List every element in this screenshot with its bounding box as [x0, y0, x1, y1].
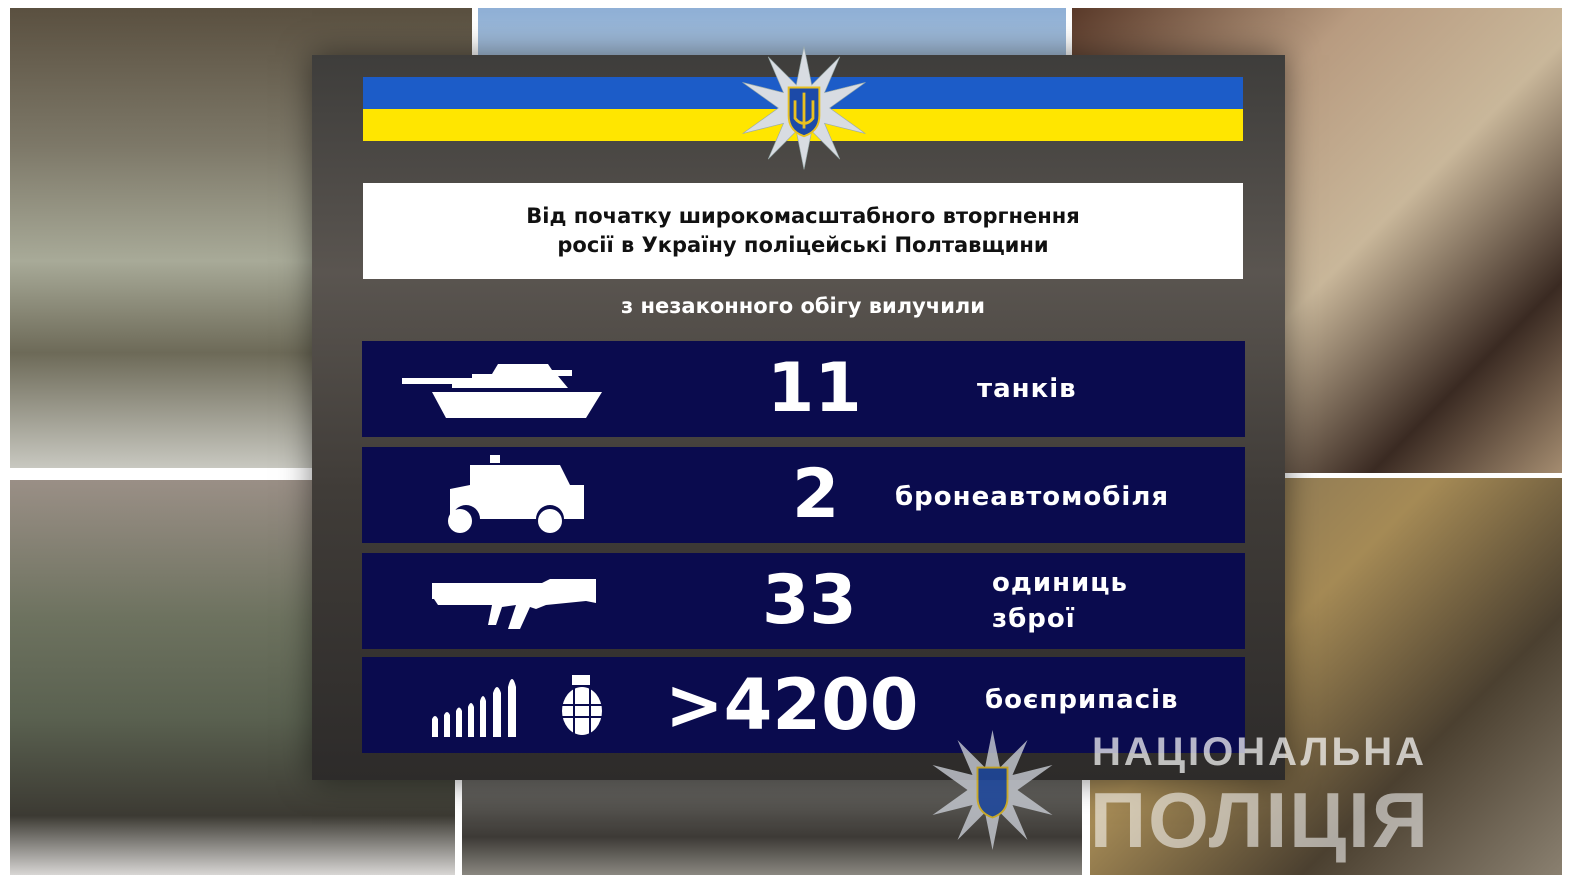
police-star-emblem-icon — [742, 46, 866, 170]
stat-value: 2 — [792, 455, 840, 534]
stat-value: 33 — [762, 561, 857, 640]
watermark-line-2: ПОЛІЦІЯ — [1090, 776, 1430, 864]
stat-row-tanks: 11 танків — [362, 341, 1245, 437]
police-watermark-emblem-icon — [932, 730, 1053, 850]
armored-vehicle-icon — [448, 455, 584, 533]
subtitle: з незаконного обігу вилучили — [620, 294, 986, 318]
title-line-1: Від початку широкомасштабного вторгнення — [526, 204, 1080, 228]
title-box: Від початку широкомасштабного вторгнення… — [363, 183, 1243, 279]
stat-label: танків — [977, 374, 1077, 404]
ammunition-icon — [432, 679, 516, 737]
stat-value: 11 — [767, 349, 862, 428]
stat-label-2: зброї — [992, 604, 1076, 634]
stat-value: >4200 — [665, 664, 919, 746]
grenade-icon — [562, 675, 602, 735]
stat-label: одиниць — [992, 568, 1128, 598]
rifle-icon — [432, 579, 596, 629]
watermark-line-1: НАЦІОНАЛЬНА — [1092, 730, 1428, 774]
stat-row-armored-vehicles: 2 бронеавтомобіля — [362, 447, 1245, 543]
tank-icon — [402, 364, 602, 418]
stat-label: боєприпасів — [985, 685, 1179, 715]
stat-label: бронеавтомобіля — [895, 482, 1170, 512]
stat-row-ammunition: >4200 боєприпасів — [362, 657, 1245, 753]
stat-row-weapons: 33 одиниць зброї — [362, 553, 1245, 649]
title-line-2: росії в Україну поліцейські Полтавщини — [557, 233, 1049, 257]
